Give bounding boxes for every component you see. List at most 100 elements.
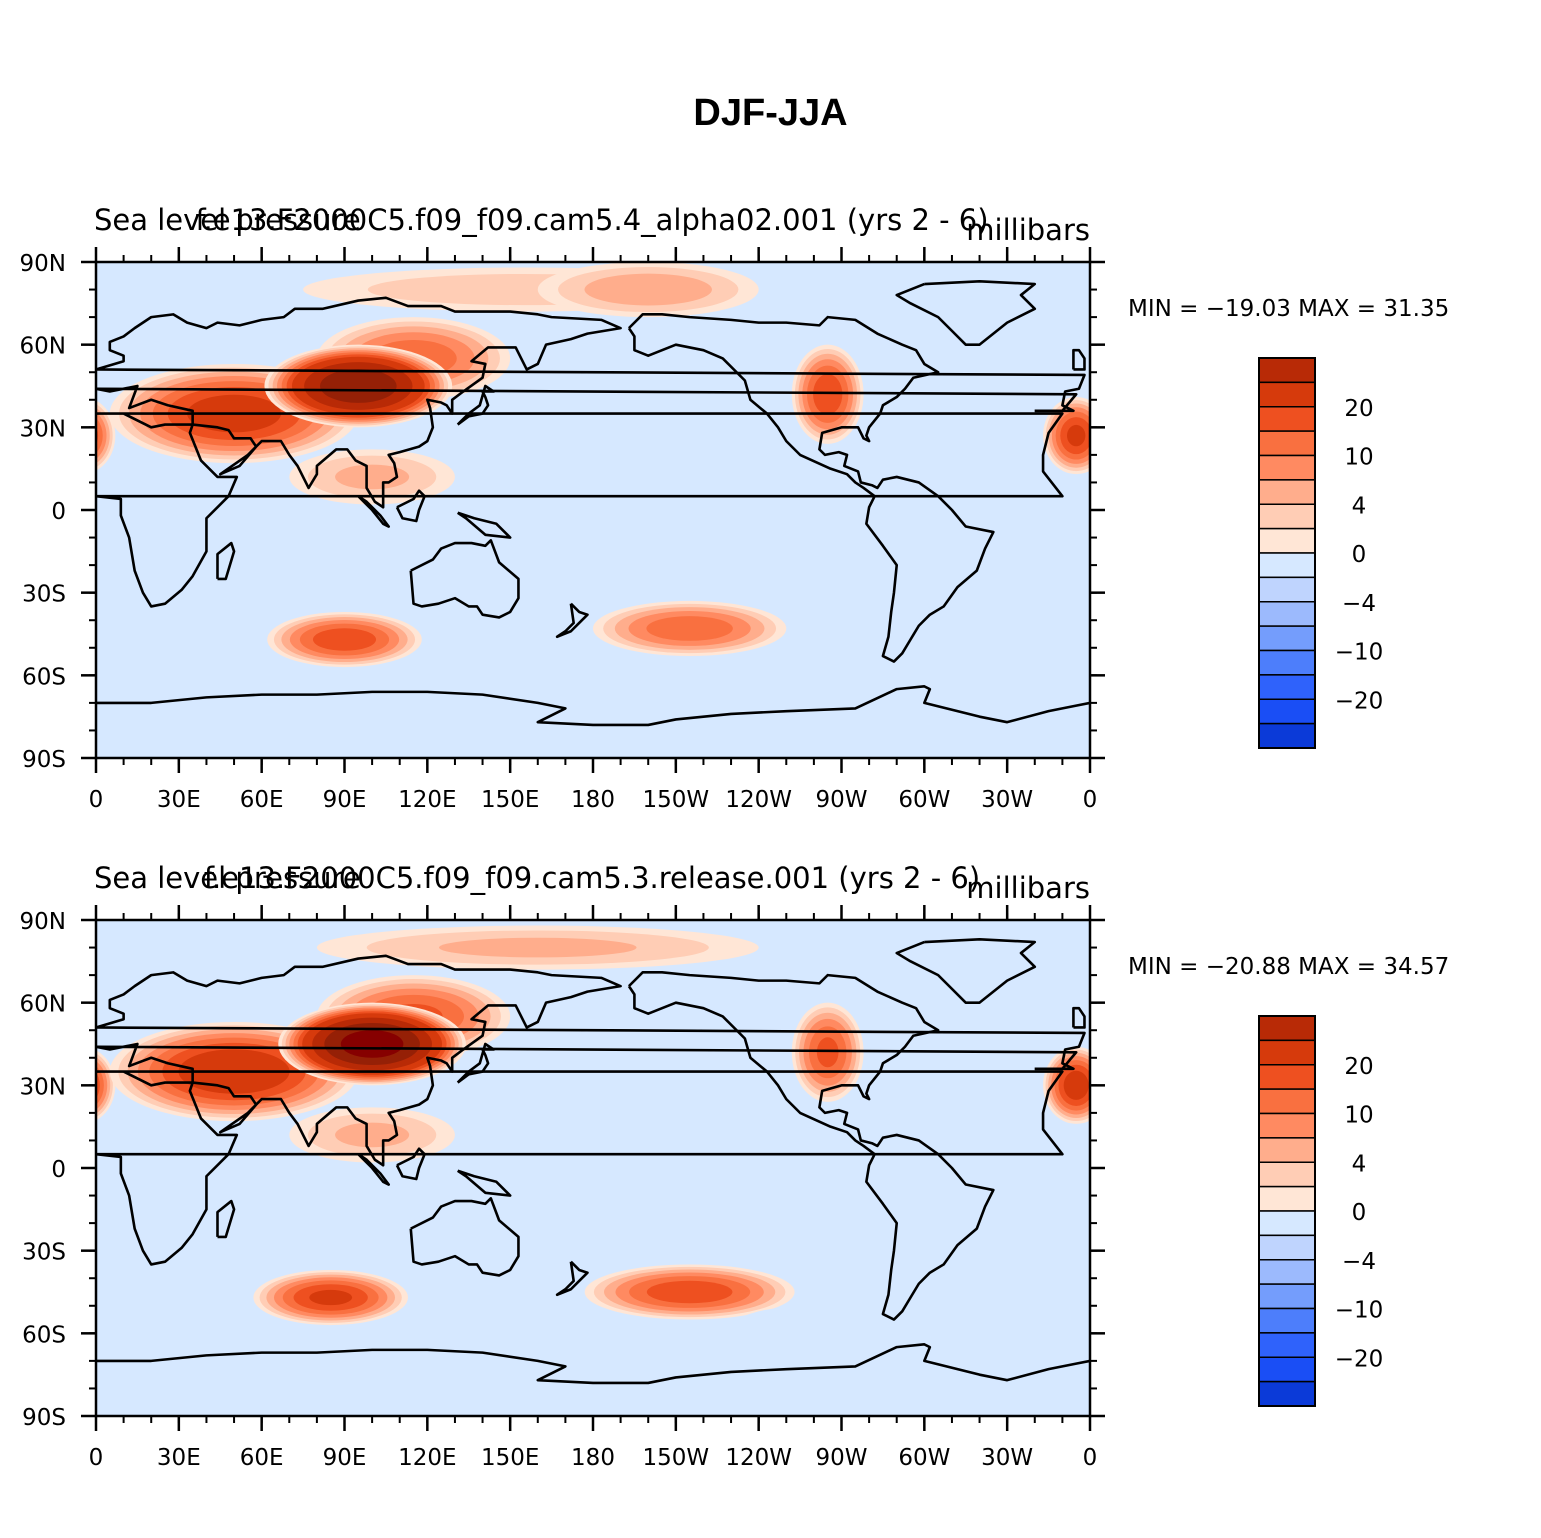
colorbar-box xyxy=(1258,576,1316,603)
x-tick-label: 0 xyxy=(89,1445,104,1471)
y-tick-label: 60S xyxy=(22,664,66,690)
colorbar-box xyxy=(1258,527,1316,554)
contour-band xyxy=(546,347,668,425)
contour-band xyxy=(131,1212,254,1262)
contour-band xyxy=(1132,1214,1242,1259)
map-panel-bottom: Sea level pressure f.e13.F2000C5.f09_f09… xyxy=(0,848,1541,1488)
right-title: millibars xyxy=(966,871,1090,905)
left-title: Sea level pressure xyxy=(94,861,361,895)
axes: 0 30E 60E 90E 120E 150E 180 150W 120W 90W 60W 30W 09… xyxy=(20,247,1105,813)
coastline xyxy=(96,1042,1078,1266)
axes: 0 30E 60E 90E 120E 150E 180 150W 120W 90W 60W 30W 09… xyxy=(20,905,1105,1471)
x-tick-label: 60W xyxy=(898,787,950,813)
coastline xyxy=(456,384,495,426)
contour-band xyxy=(1140,560,1234,598)
contour-band xyxy=(399,554,566,604)
x-tick-label: 30W xyxy=(981,787,1033,813)
contour-band xyxy=(1070,1382,1090,1406)
colorbar: 20 10 4 0 −4 −10 −20 xyxy=(1258,1015,1384,1407)
contour-band xyxy=(965,958,1077,1031)
contour-band xyxy=(731,1305,897,1350)
x-tick-label: 60E xyxy=(240,1445,284,1471)
colorbar-label: −20 xyxy=(1335,1346,1384,1372)
contour-band xyxy=(96,417,103,454)
colorbar-box xyxy=(1258,1210,1316,1237)
x-tick-label: 0 xyxy=(89,787,104,813)
colorbar-box xyxy=(1258,1356,1316,1383)
contour-band xyxy=(1071,724,1090,748)
colorbar: 20 10 4 0 −4 −10 −20 xyxy=(1258,357,1384,749)
colorbar-label: 20 xyxy=(1344,1054,1373,1080)
map-panel-bottom-svg: Sea level pressure f.e13.F2000C5.f09_f09… xyxy=(20,861,1450,1471)
y-tick-label: 0 xyxy=(51,1157,66,1183)
colorbar-frame xyxy=(1258,1015,1316,1407)
contour-band xyxy=(1126,1212,1247,1262)
colorbar-label: −4 xyxy=(1342,1249,1376,1275)
y-tick-label: 30S xyxy=(22,1240,66,1266)
colorbar-box xyxy=(1258,1161,1316,1188)
x-tick-label: 30W xyxy=(981,1445,1033,1471)
x-tick-label: 30E xyxy=(157,787,201,813)
contour-band xyxy=(874,545,975,612)
coastline xyxy=(409,539,520,619)
contour-band xyxy=(584,273,712,306)
contour-band xyxy=(1081,728,1090,744)
contour-band xyxy=(335,464,410,490)
x-tick-label: 150E xyxy=(481,787,539,813)
colorbar-box xyxy=(1258,674,1316,700)
contour-band xyxy=(874,1203,975,1270)
contour-field xyxy=(96,920,1247,1416)
left-title: Sea level pressure xyxy=(94,203,361,237)
x-tick-label: 90E xyxy=(323,1445,367,1471)
colorbar-box xyxy=(1258,552,1316,579)
colorbar-box xyxy=(1258,1234,1316,1261)
contour-band xyxy=(1102,1384,1189,1404)
colorbar-label: 10 xyxy=(1344,445,1373,471)
colorbar-box xyxy=(1258,1307,1316,1334)
x-tick-label: 120W xyxy=(725,1445,792,1471)
contour-band xyxy=(1168,1229,1205,1244)
colorbar-box xyxy=(1258,1137,1316,1163)
y-tick-label: 60N xyxy=(20,334,66,360)
colorbar-label: 10 xyxy=(1344,1103,1373,1129)
contour-field xyxy=(96,262,1241,758)
colorbar-label: −20 xyxy=(1335,688,1384,714)
coastline xyxy=(555,1260,589,1297)
contour-band xyxy=(1132,557,1241,601)
contour-band xyxy=(96,426,99,445)
colorbar-box xyxy=(1258,1112,1316,1139)
contour-band xyxy=(1155,1224,1218,1250)
coastline xyxy=(357,1153,390,1186)
coastline xyxy=(895,937,1037,1004)
contour-band xyxy=(1062,721,1090,751)
coastline xyxy=(96,954,1086,1167)
colorbar-box xyxy=(1258,1380,1316,1407)
contour-band xyxy=(1062,1379,1090,1409)
colorbar-label: 0 xyxy=(1352,542,1367,568)
map-panel-top-svg: Sea level pressure f.e13.F2000C5.f09_f09… xyxy=(20,203,1450,813)
colorbar-label: 20 xyxy=(1344,396,1373,422)
x-tick-label: 150E xyxy=(481,1445,539,1471)
y-tick-label: 90N xyxy=(20,251,66,277)
colorbar-box xyxy=(1258,454,1316,481)
y-tick-label: 90S xyxy=(22,747,66,773)
contour-band xyxy=(816,1037,839,1068)
contour-band xyxy=(309,1289,353,1306)
y-tick-label: 0 xyxy=(51,499,66,525)
y-tick-label: 30N xyxy=(20,416,66,442)
colorbar-box xyxy=(1258,1088,1316,1115)
contour-band xyxy=(646,616,733,641)
y-tick-label: 90N xyxy=(20,909,66,935)
colorbar-box xyxy=(1258,1185,1316,1212)
x-tick-label: 90W xyxy=(815,1445,867,1471)
colorbar-label: 4 xyxy=(1352,493,1367,519)
colorbar-box xyxy=(1258,722,1316,749)
contour-band xyxy=(1148,563,1225,594)
contour-band xyxy=(1089,1392,1090,1396)
y-tick-label: 30N xyxy=(20,1074,66,1100)
contour-band xyxy=(96,1374,235,1414)
colorbar-label: 4 xyxy=(1352,1151,1367,1177)
colorbar-box xyxy=(1258,357,1316,384)
figure-title: DJF-JJA xyxy=(693,92,848,134)
contour-band xyxy=(319,369,397,403)
